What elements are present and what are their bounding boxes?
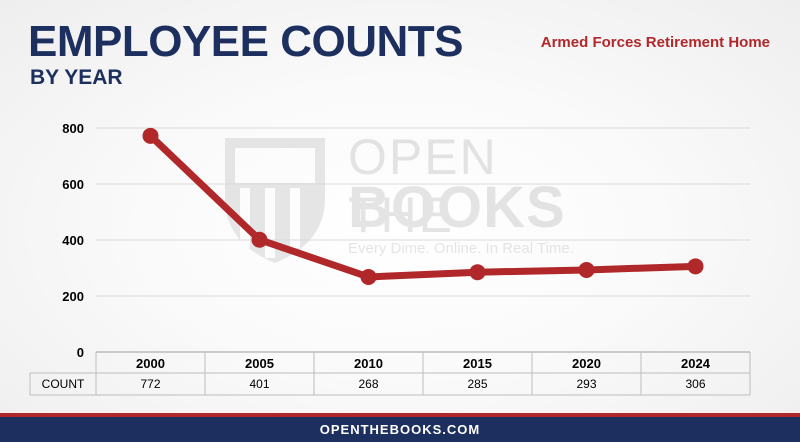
data-point [469, 264, 486, 281]
table-value-cell: 293 [576, 377, 596, 391]
table-value-cell: 401 [249, 377, 269, 391]
data-point [360, 268, 377, 285]
table-value-cell: 306 [685, 377, 705, 391]
data-point [578, 261, 595, 278]
x-category-label: 2005 [245, 356, 274, 371]
agency-name: Armed Forces Retirement Home [540, 34, 770, 51]
x-category-label: 2024 [681, 356, 711, 371]
table-value-cell: 285 [467, 377, 487, 391]
x-category-label: 2010 [354, 356, 383, 371]
footer-url[interactable]: OPENTHEBOOKS.COM [319, 422, 481, 437]
series-line [147, 132, 699, 281]
table-row-label: COUNT [42, 377, 85, 391]
x-category-label: 2015 [463, 356, 492, 371]
y-tick-label: 200 [62, 289, 84, 304]
x-category-label: 2000 [136, 356, 165, 371]
background [0, 0, 800, 415]
watermark-tagline: Every Dime. Online. In Real Time. [348, 240, 574, 257]
watermark: OPEN THE BOOKS Every Dime. Online. In Re… [220, 124, 590, 284]
data-point [687, 258, 704, 275]
data-point [251, 231, 268, 248]
y-tick-label: 800 [62, 121, 84, 136]
employee-count-chart: 0 200 400 600 800 COUNT 2000 772 2005 401 2010 268 2… [29, 121, 751, 396]
footer-accent [0, 413, 800, 417]
page-title: EMPLOYEE COUNTS [28, 17, 464, 66]
page-subtitle: BY YEAR [30, 66, 123, 89]
y-tick-label: 400 [62, 233, 84, 248]
watermark-line2: BOOKS [348, 175, 566, 240]
table-value-cell: 772 [140, 377, 160, 391]
y-tick-label: 0 [77, 345, 84, 360]
table-value-cell: 268 [358, 377, 378, 391]
footer: OPENTHEBOOKS.COM [0, 417, 800, 442]
watermark-line1: OPEN THE [348, 129, 498, 243]
x-category-label: 2020 [572, 356, 601, 371]
y-tick-label: 600 [62, 177, 84, 192]
data-point [142, 127, 159, 144]
